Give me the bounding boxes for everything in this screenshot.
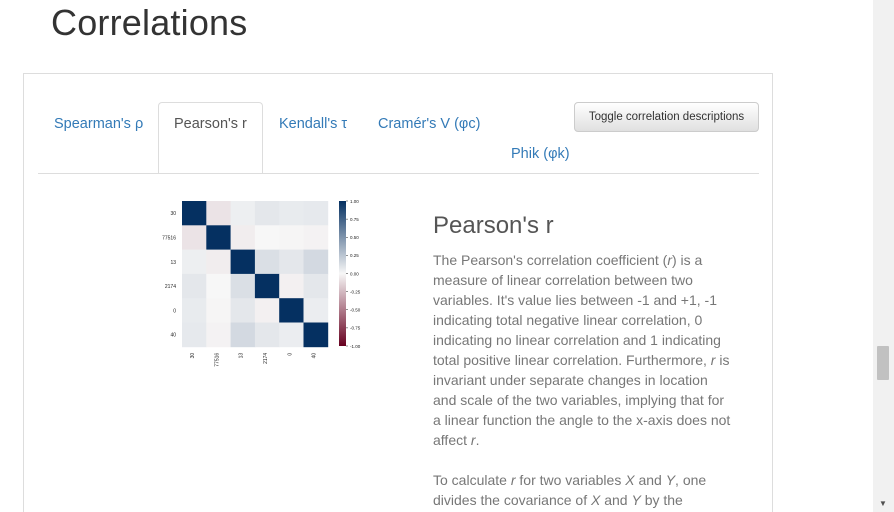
desc-p1-text: is invariant under separate changes in l… (433, 352, 731, 448)
tab-phik[interactable]: Phik (φk) (511, 146, 570, 162)
heatmap-cell (230, 322, 256, 348)
desc-p2-text: and (600, 492, 632, 508)
toggle-descriptions-button[interactable]: Toggle correlation descriptions (574, 102, 759, 132)
scrollbar-thumb[interactable] (877, 346, 889, 380)
heatmap-row-label: 40 (170, 333, 176, 339)
colorbar-tick-label: 0.00 (350, 271, 359, 276)
heatmap-cell (182, 201, 207, 226)
heatmap-cell (303, 273, 329, 299)
page-scrollbar[interactable]: ▼ (873, 0, 894, 512)
heatmap-cell (230, 249, 256, 275)
heatmap-row-label: 13 (170, 260, 176, 266)
tab-pearson[interactable]: Pearson's r (158, 102, 263, 174)
heatmap-cell (254, 322, 280, 348)
heatmap-cell (206, 273, 231, 299)
heatmap-cell (303, 225, 329, 250)
desc-p2-text: by the (640, 492, 683, 508)
correlation-tabs: Spearman's ρ Pearson's r Kendall's τ Cra… (24, 74, 772, 512)
heatmap-cell (206, 298, 231, 323)
heatmap-cell (303, 249, 329, 275)
heatmap-cell (182, 298, 207, 323)
heatmap-cell (206, 322, 231, 348)
description-title: Pearson's r (433, 212, 554, 239)
heatmap-cell (182, 225, 207, 250)
desc-p2-var: Y (665, 472, 676, 488)
heatmap-cell (230, 201, 256, 226)
heatmap-row-label: 0 (173, 308, 176, 314)
heatmap-cell (303, 201, 329, 226)
desc-p1-var: r (667, 252, 672, 268)
desc-p1-text: ) is a measure of linear correlation bet… (433, 252, 721, 368)
tab-cramers-v[interactable]: Cramér's V (φc) (378, 116, 481, 132)
heatmap-cell (279, 298, 304, 323)
tab-spearman[interactable]: Spearman's ρ (54, 116, 144, 132)
description-paragraph-1: The Pearson's correlation coefficient (r… (433, 250, 733, 450)
colorbar-tick-label: -1.00 (350, 344, 361, 349)
colorbar-tick-label: 0.25 (350, 253, 359, 258)
colorbar-tick-label: -0.25 (350, 289, 361, 294)
heatmap-cell (279, 201, 304, 226)
heatmap-cell (182, 322, 207, 348)
desc-p1-var: r (710, 352, 716, 368)
page-title: Correlations (51, 2, 248, 43)
heatmap-col-label: 77516 (214, 353, 220, 367)
correlation-heatmap: 30 30 77516 77516 13 13 2174 2174 0 0 40 40 1.00 0.75… (134, 194, 394, 374)
heatmap-cell (254, 201, 280, 226)
desc-p2-var: X (625, 472, 635, 488)
heatmap-cell (303, 298, 329, 323)
description-paragraph-2: To calculate r for two variables X and Y… (433, 470, 733, 510)
heatmap-cell (303, 322, 329, 348)
desc-p1-text: . (475, 432, 480, 448)
colorbar-tick-label: 1.00 (350, 199, 359, 204)
description: Pearson's r The Pearson's correlation co… (433, 212, 733, 510)
heatmap-cell (230, 298, 256, 323)
heatmap-cell (254, 249, 280, 275)
heatmap-cell (254, 273, 280, 299)
desc-p2-text: and (634, 472, 666, 488)
desc-p2-text: , one divides the covariance of (433, 472, 707, 508)
heatmap-cell (254, 225, 280, 250)
heatmap-cell (279, 273, 304, 299)
heatmap-cell (279, 225, 304, 250)
desc-p2-var: r (510, 472, 516, 488)
desc-p1-var: r (470, 432, 476, 448)
heatmap-cell (206, 225, 231, 250)
colorbar (339, 201, 346, 346)
colorbar-tick-label: -0.50 (350, 308, 361, 313)
desc-p2-text: To calculate (433, 472, 511, 488)
colorbar-tick-label: 0.50 (350, 235, 359, 240)
desc-p2-var: Y (631, 492, 641, 508)
heatmap-col-label: 30 (190, 353, 196, 359)
desc-p2-text: for two variables (515, 472, 626, 488)
colorbar-tick-label: -0.75 (350, 326, 361, 331)
heatmap-cell (182, 273, 207, 299)
heatmap-row-label: 30 (170, 211, 176, 217)
heatmap-svg: 30 30 77516 77516 13 13 2174 2174 0 0 40 40 1.00 0.75… (162, 199, 361, 367)
scroll-down-arrow-icon[interactable]: ▼ (879, 499, 887, 508)
heatmap-col-label: 0 (287, 353, 293, 356)
heatmap-cell (182, 249, 207, 275)
heatmap-col-label: 13 (239, 353, 245, 359)
tabs-divider (38, 173, 759, 174)
heatmap-cell (206, 201, 231, 226)
heatmap-cell (206, 249, 231, 275)
desc-p2-var: X (590, 492, 601, 508)
heatmap-cell (279, 322, 304, 348)
heatmap-row-label: 77516 (162, 236, 176, 242)
heatmap-col-label: 40 (312, 353, 318, 359)
heatmap-cell (230, 225, 256, 250)
heatmap-col-label: 2174 (263, 353, 269, 364)
heatmap-cell (279, 249, 304, 275)
heatmap-row-label: 2174 (165, 284, 176, 290)
desc-p1-text: The Pearson's correlation coefficient ( (433, 252, 668, 268)
heatmap-cell (230, 273, 256, 299)
colorbar-tick-label: 0.75 (350, 217, 359, 222)
heatmap-cell (254, 298, 280, 323)
tab-kendall[interactable]: Kendall's τ (279, 116, 348, 132)
correlations-panel: Spearman's ρ Pearson's r Kendall's τ Cra… (23, 73, 773, 512)
